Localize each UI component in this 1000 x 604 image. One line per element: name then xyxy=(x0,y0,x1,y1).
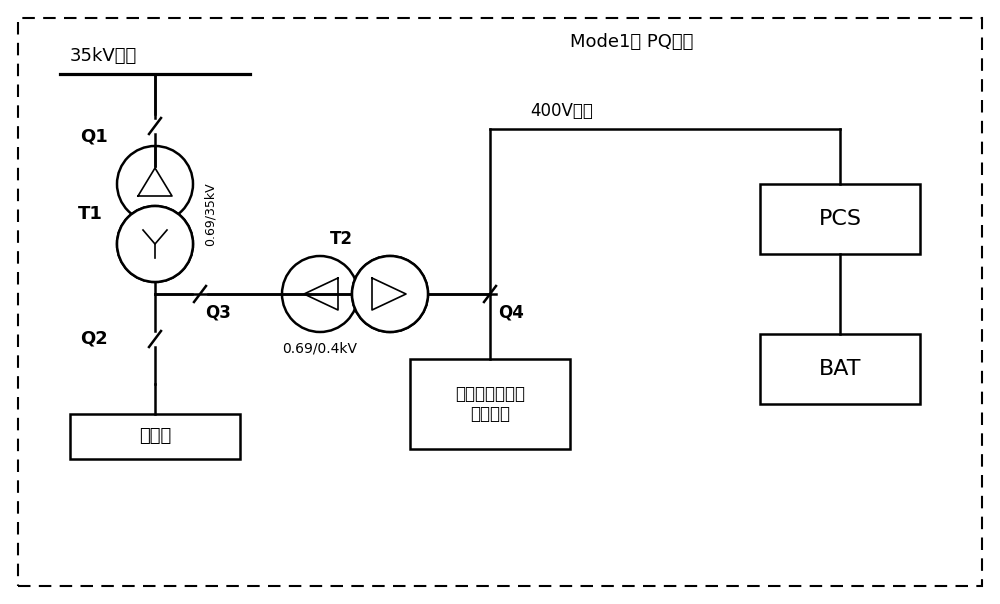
Bar xyxy=(760,184,920,254)
Text: Q3: Q3 xyxy=(205,303,231,321)
Text: 400V母线: 400V母线 xyxy=(530,102,593,120)
Text: 35kV母线: 35kV母线 xyxy=(70,47,137,65)
Circle shape xyxy=(117,206,193,282)
Text: 0.69/35kV: 0.69/35kV xyxy=(204,182,216,246)
Text: Q4: Q4 xyxy=(498,303,524,321)
Text: Q2: Q2 xyxy=(80,330,108,348)
Text: 0.69/0.4kV: 0.69/0.4kV xyxy=(283,342,358,356)
Bar xyxy=(70,414,240,459)
Text: 变流器: 变流器 xyxy=(139,428,171,446)
Text: T1: T1 xyxy=(78,205,103,223)
Text: Q1: Q1 xyxy=(80,127,108,145)
Text: Mode1： PQ控制: Mode1： PQ控制 xyxy=(570,33,693,51)
Text: BAT: BAT xyxy=(819,359,861,379)
Circle shape xyxy=(352,256,428,332)
Text: 风力发电机组自
用电系统: 风力发电机组自 用电系统 xyxy=(455,385,525,423)
Bar xyxy=(760,334,920,404)
Text: PCS: PCS xyxy=(818,209,862,229)
Text: T2: T2 xyxy=(330,230,353,248)
Bar xyxy=(410,359,570,449)
